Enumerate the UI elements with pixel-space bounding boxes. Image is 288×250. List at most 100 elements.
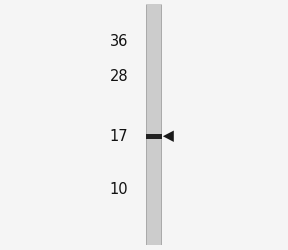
Bar: [146, 238, 162, 241]
Bar: [146, 80, 162, 83]
Text: 17: 17: [109, 129, 128, 144]
Bar: [146, 98, 162, 101]
Bar: [146, 228, 162, 231]
Bar: [146, 210, 162, 213]
Bar: [146, 174, 162, 177]
Bar: [146, 208, 162, 211]
Bar: [146, 34, 162, 37]
Bar: [146, 110, 162, 113]
Bar: [146, 46, 162, 49]
Bar: [146, 26, 162, 29]
Bar: [146, 50, 162, 53]
Bar: [146, 192, 162, 195]
Bar: [146, 118, 162, 121]
Bar: [146, 64, 162, 67]
Bar: [146, 234, 162, 237]
Bar: [146, 214, 162, 217]
Bar: [146, 56, 162, 59]
Bar: [146, 144, 162, 147]
Bar: [146, 198, 162, 201]
Bar: [146, 12, 162, 15]
Bar: [146, 136, 162, 139]
Bar: [146, 72, 162, 75]
Bar: [146, 216, 162, 219]
Bar: [146, 18, 162, 21]
Bar: [146, 166, 162, 169]
Bar: [146, 14, 162, 17]
Text: 10: 10: [109, 182, 128, 198]
Bar: [146, 148, 162, 151]
Bar: [146, 102, 162, 105]
Bar: [146, 60, 162, 63]
Bar: [146, 116, 162, 119]
Bar: [146, 124, 162, 127]
Bar: [146, 126, 162, 129]
Bar: [146, 156, 162, 159]
Bar: [146, 88, 162, 91]
Bar: [146, 194, 162, 197]
Bar: [146, 242, 162, 245]
Bar: [146, 132, 162, 135]
Bar: [146, 16, 162, 19]
Bar: [146, 170, 162, 173]
Bar: [146, 138, 162, 141]
Bar: [146, 90, 162, 93]
Bar: [146, 32, 162, 35]
Polygon shape: [163, 130, 174, 142]
Bar: [146, 66, 162, 69]
Bar: [146, 8, 162, 11]
Bar: [146, 84, 162, 87]
Bar: [146, 186, 162, 189]
Bar: [146, 178, 162, 181]
Bar: [146, 222, 162, 225]
Bar: [146, 100, 162, 103]
Bar: [146, 78, 162, 81]
Bar: [146, 5, 147, 245]
Bar: [146, 48, 162, 51]
Bar: [146, 134, 162, 137]
Bar: [146, 140, 162, 143]
Bar: [146, 152, 162, 155]
Bar: [146, 236, 162, 239]
Bar: [146, 212, 162, 215]
Bar: [146, 176, 162, 179]
Bar: [146, 188, 162, 191]
Bar: [146, 182, 162, 185]
Bar: [146, 40, 162, 43]
Bar: [146, 112, 162, 115]
Bar: [146, 184, 162, 187]
Bar: [146, 42, 162, 45]
Bar: [146, 114, 162, 117]
Bar: [146, 160, 162, 163]
Bar: [146, 172, 162, 175]
Bar: [146, 82, 162, 85]
Bar: [146, 92, 162, 95]
Bar: [146, 6, 162, 9]
Bar: [146, 190, 162, 193]
Bar: [146, 94, 162, 97]
Bar: [146, 220, 162, 223]
Bar: [146, 226, 162, 229]
Bar: [146, 232, 162, 235]
Bar: [146, 204, 162, 207]
Bar: [146, 20, 162, 23]
Bar: [146, 52, 162, 55]
Bar: [161, 5, 162, 245]
Bar: [146, 146, 162, 149]
Bar: [146, 4, 162, 7]
Text: 28: 28: [109, 69, 128, 84]
Bar: [146, 196, 162, 199]
Bar: [146, 164, 162, 167]
Bar: [146, 202, 162, 205]
Bar: [146, 22, 162, 25]
Bar: [146, 130, 162, 133]
Bar: [146, 106, 162, 109]
Bar: [146, 162, 162, 165]
Bar: [146, 224, 162, 227]
Bar: [146, 24, 162, 27]
Bar: [146, 168, 162, 171]
Bar: [146, 240, 162, 243]
Bar: [146, 122, 162, 125]
Bar: [146, 150, 162, 153]
Bar: [146, 142, 162, 145]
